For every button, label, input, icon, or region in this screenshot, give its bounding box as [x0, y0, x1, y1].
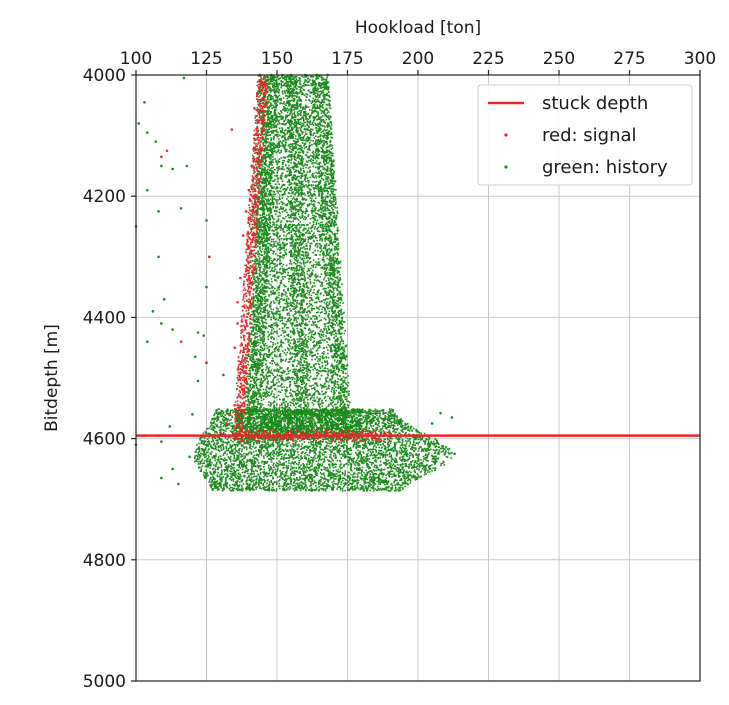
legend: stuck depth red: signal green: history [477, 84, 693, 186]
history-point [145, 340, 149, 343]
x-tick-label: 175 [331, 49, 363, 69]
signal-point [250, 164, 253, 168]
signal-point [360, 431, 363, 434]
legend-history-marker [504, 165, 508, 169]
history-point [430, 422, 434, 425]
history-point [222, 373, 225, 377]
history-point [151, 310, 155, 313]
signal-point [236, 300, 239, 304]
signal-point [236, 322, 239, 325]
signal-point [241, 234, 245, 237]
history-point [143, 100, 146, 104]
history-point [205, 219, 208, 222]
signal-point [179, 340, 183, 343]
x-tick-label: 300 [684, 49, 716, 69]
history-point [433, 461, 437, 465]
signal-point [261, 431, 265, 434]
y-tick-label: 4400 [83, 308, 126, 328]
history-point [171, 467, 174, 471]
signal-point [258, 79, 262, 83]
scatter-points [134, 73, 456, 486]
history-point [196, 331, 200, 334]
history-point [154, 140, 158, 143]
history-point [185, 164, 189, 168]
legend-label-stuck-depth: stuck depth [542, 93, 648, 114]
history-point [160, 164, 163, 168]
history-point [182, 76, 186, 80]
history-cloud [193, 75, 453, 492]
legend-label-signal: red: signal [542, 125, 637, 146]
history-point [205, 464, 208, 468]
signal-point [239, 385, 242, 389]
history-point [191, 413, 194, 416]
history-point [157, 210, 160, 213]
history-point [160, 476, 163, 480]
y-tick-label: 4600 [83, 430, 126, 450]
signal-point [250, 249, 253, 253]
signal-point [244, 210, 248, 213]
history-point [177, 482, 180, 486]
legend-signal-marker [504, 133, 508, 137]
y-tick-label: 4000 [83, 66, 126, 86]
signal-point [318, 431, 321, 434]
history-point [188, 455, 191, 459]
axis-ticks: 100 125 150 175 200 225 250 275 300 4000 4200 4400 4… [83, 49, 716, 692]
history-point [160, 440, 163, 443]
x-tick-label: 275 [613, 49, 645, 69]
signal-point [253, 146, 256, 150]
x-tick-label: 225 [472, 49, 504, 69]
history-point [145, 188, 149, 192]
signal-point [289, 430, 293, 433]
signal-point [239, 276, 242, 280]
history-point [145, 131, 149, 134]
x-tick-label: 200 [402, 49, 434, 69]
y-axis-label: Bitdepth [m] [42, 324, 62, 432]
signal-point [230, 128, 234, 131]
signal-point [241, 364, 245, 368]
history-point [171, 328, 174, 331]
history-point [205, 285, 208, 289]
signal-point [233, 346, 236, 350]
x-tick-label: 250 [543, 49, 575, 69]
x-axis-label: Hookload [ton] [355, 18, 481, 38]
signal-point [205, 361, 208, 365]
history-point [202, 334, 205, 337]
history-point [162, 297, 166, 301]
y-tick-label: 4200 [83, 187, 126, 207]
signal-point [255, 91, 259, 95]
signal-point [253, 107, 256, 110]
history-point [168, 425, 172, 428]
history-point [453, 452, 456, 456]
history-point [450, 416, 454, 419]
history-point [439, 411, 442, 415]
x-tick-label: 100 [120, 49, 152, 69]
y-tick-label: 5000 [83, 672, 126, 692]
history-point [160, 322, 163, 325]
history-point [196, 379, 200, 383]
x-tick-label: 150 [261, 49, 293, 69]
history-point [425, 449, 428, 453]
legend-label-history: green: history [542, 157, 668, 178]
signal-point [239, 440, 242, 443]
x-tick-label: 125 [190, 49, 222, 69]
signal-point [233, 403, 236, 407]
legend-box [477, 84, 693, 186]
signal-point [165, 149, 169, 153]
signal-point [208, 255, 211, 259]
history-point [193, 355, 197, 359]
history-point [179, 207, 183, 210]
y-tick-label: 4800 [83, 551, 126, 571]
signal-point [261, 122, 265, 125]
history-point [171, 167, 174, 171]
signal-point [227, 413, 231, 416]
signal-point [160, 155, 163, 159]
signal-point [224, 422, 228, 425]
history-point [157, 255, 160, 259]
signal-point [247, 188, 251, 192]
signal-point [374, 437, 378, 440]
signal-point [219, 431, 222, 434]
history-point [137, 122, 141, 125]
